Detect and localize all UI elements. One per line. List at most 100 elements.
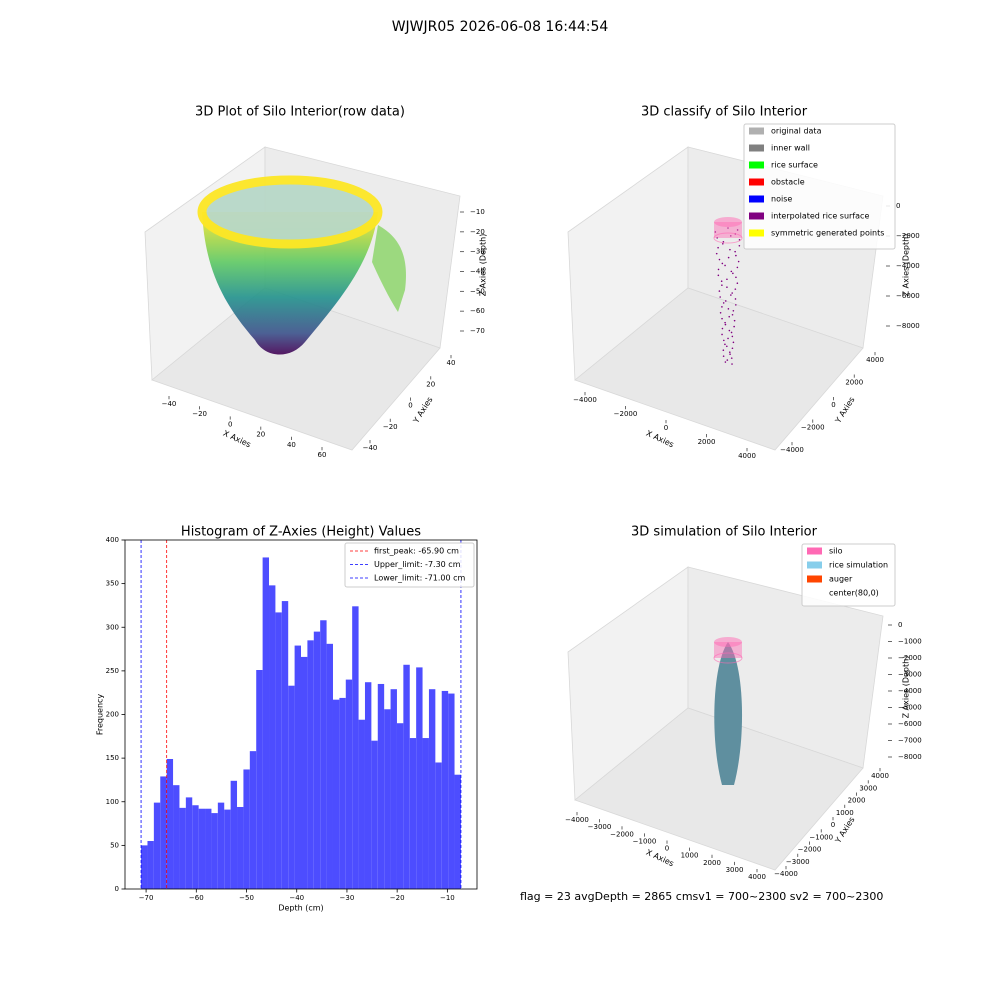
bar [275, 612, 282, 889]
x-tick-label: −40 [289, 894, 304, 902]
point [738, 244, 741, 247]
x-tick-label: −50 [239, 894, 254, 902]
bar [403, 664, 410, 889]
bar [205, 808, 212, 889]
x-axis-label: Depth (cm) [278, 904, 323, 913]
rice-simulation [714, 642, 743, 785]
y-tick-label: 350 [106, 580, 119, 588]
z-tick-label: −2000 [898, 654, 922, 662]
point [719, 296, 721, 298]
bar [448, 693, 455, 889]
chart-title: Histogram of Z-Axies (Height) Values [181, 525, 421, 540]
x-tick-label: 0 [665, 845, 669, 853]
z-tick-label: −1000 [898, 638, 922, 646]
z-tick-label: −2000 [896, 232, 920, 240]
point [728, 329, 731, 332]
x-tick-label: −4000 [573, 396, 597, 404]
point [721, 333, 723, 336]
bar [384, 709, 391, 889]
point [716, 237, 718, 239]
y-tick-label: 1000 [836, 809, 854, 817]
legend-label: original data [771, 127, 822, 136]
legend-label: Upper_limit: -7.30 cm [374, 560, 461, 569]
point [724, 300, 727, 302]
y-tick-label: 2000 [845, 379, 863, 387]
bar [173, 785, 180, 889]
z-tick-label: −4000 [896, 262, 920, 270]
point [723, 339, 725, 342]
y-tick-label: −2000 [801, 424, 825, 432]
point [735, 254, 737, 257]
bar [416, 667, 423, 889]
point [721, 317, 723, 320]
bar [288, 685, 295, 889]
y-tick-label: 400 [106, 536, 119, 544]
bar [160, 776, 167, 889]
y-axis-label: Frequency [96, 694, 105, 736]
bar [256, 670, 263, 889]
z-tick-label: −7000 [898, 737, 922, 745]
bar [179, 807, 186, 889]
point [729, 351, 731, 354]
bar [396, 723, 404, 889]
z-axis-label: Z Axies (Depth) [902, 656, 911, 719]
z-tick-label: −8000 [898, 753, 922, 761]
z-tick-label: −6000 [896, 292, 920, 300]
bar [141, 845, 148, 889]
bar [269, 585, 276, 889]
z-tick-label: −30 [470, 248, 485, 256]
bar [307, 640, 314, 889]
point [736, 266, 739, 269]
y-tick-label: 100 [106, 798, 119, 806]
point [727, 337, 729, 340]
point [715, 252, 718, 255]
chart-title: 3D Plot of Silo Interior(row data) [195, 105, 405, 120]
point [717, 268, 720, 271]
point [730, 294, 732, 296]
z-tick-label: −6000 [898, 720, 922, 728]
bar [441, 690, 449, 889]
legend-swatch [807, 547, 822, 555]
x-tick-label: −3000 [588, 823, 612, 831]
point [734, 250, 736, 253]
chart-title: 3D simulation of Silo Interior [631, 525, 818, 540]
x-tick-label: 20 [256, 431, 265, 439]
z-tick-label: 0 [898, 621, 902, 629]
bar [281, 601, 289, 889]
x-tick-label: −60 [189, 894, 204, 902]
legend-swatch [749, 144, 764, 152]
point [733, 319, 736, 322]
legend-swatch [807, 561, 822, 569]
legend-swatch [749, 195, 764, 203]
figure-title: WJWJR05 2026-06-08 16:44:54 [392, 19, 609, 35]
legend-label: noise [771, 195, 792, 204]
y-tick-label: 250 [106, 667, 119, 675]
silo-top [714, 637, 742, 647]
x-tick-label: −20 [390, 894, 405, 902]
point [737, 260, 740, 263]
z-tick-label: −3000 [898, 671, 922, 679]
y-tick-label: 40 [447, 359, 456, 367]
bar [224, 809, 231, 889]
legend-label: interpolated rice surface [771, 212, 869, 221]
bar [377, 683, 385, 889]
legend-box [743, 123, 896, 250]
legend-swatch [807, 575, 822, 583]
bar [428, 689, 436, 889]
z-axis-label: Z Axies (Depth) [479, 234, 488, 297]
point [734, 288, 737, 290]
y-tick-label: 0 [408, 402, 412, 410]
point [721, 327, 724, 330]
bar [332, 699, 340, 889]
footer-text: flag = 23 avgDepth = 2865 cmsv1 = 700~23… [520, 890, 883, 903]
point [724, 321, 726, 324]
point [724, 361, 727, 363]
point [726, 359, 729, 361]
bar [352, 606, 359, 889]
x-tick-label: 4000 [748, 873, 766, 881]
x-tick-label: 1000 [681, 852, 699, 860]
bar [371, 740, 378, 889]
z-tick-label: −5000 [898, 704, 922, 712]
point [732, 272, 734, 275]
